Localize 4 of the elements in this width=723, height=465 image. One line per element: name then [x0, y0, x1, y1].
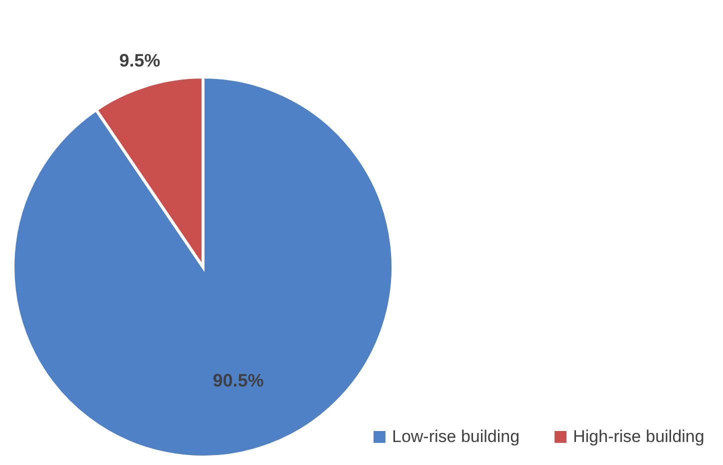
- legend-label: Low-rise building: [392, 426, 520, 446]
- legend-label: High-rise building: [573, 426, 704, 446]
- data-label: 9.5%: [119, 50, 160, 71]
- data-label: 90.5%: [212, 370, 264, 391]
